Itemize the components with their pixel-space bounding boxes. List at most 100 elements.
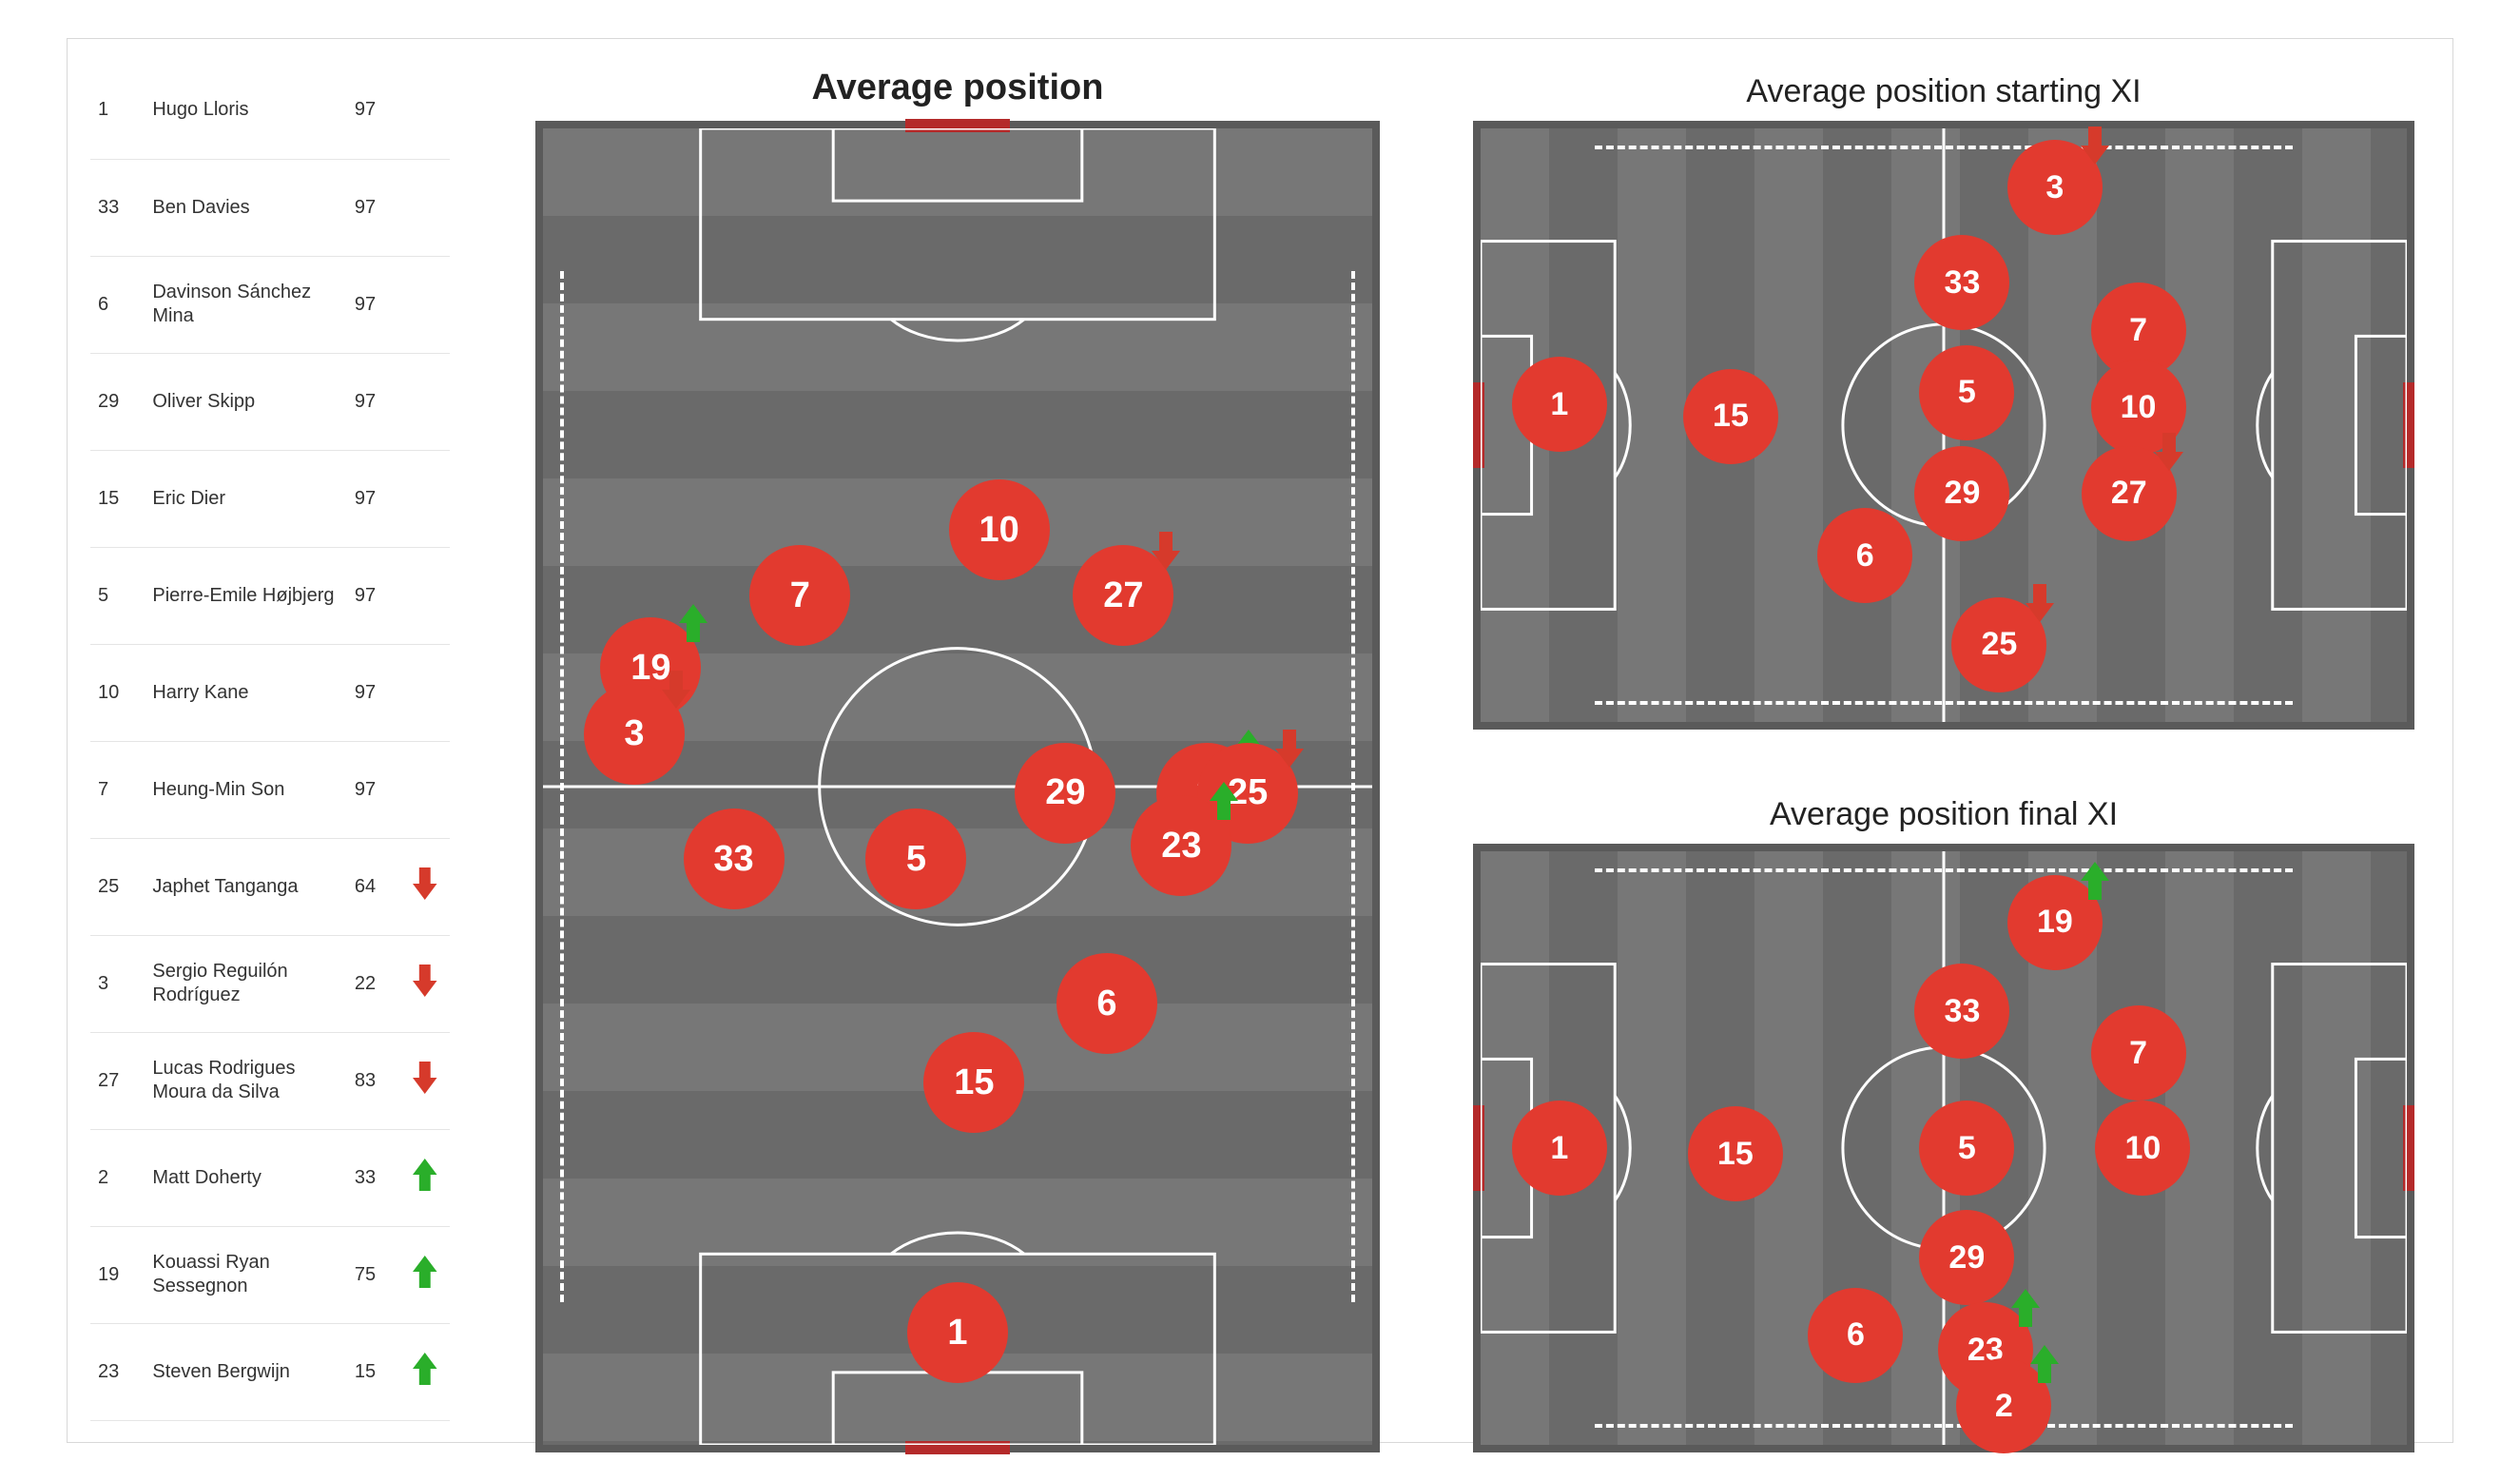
player-dot: 6 <box>1808 1288 1903 1383</box>
player-minutes: 97 <box>347 644 400 741</box>
rail-bottom <box>1595 701 2293 705</box>
player-dot: 1 <box>1512 357 1607 452</box>
player-dot: 1 <box>1512 1101 1607 1196</box>
player-dot: 15 <box>923 1032 1024 1133</box>
player-minutes: 97 <box>347 159 400 256</box>
player-dot: 10 <box>949 479 1050 580</box>
player-name: Hugo Lloris <box>145 62 347 159</box>
sub-arrow-icon <box>400 62 450 159</box>
goal-right <box>2403 1105 2414 1191</box>
sub-arrow-icon <box>679 604 708 647</box>
player-number: 19 <box>90 1226 145 1323</box>
player-name: Harry Kane <box>145 644 347 741</box>
sub-arrow-icon <box>2081 127 2109 169</box>
sub-arrow-icon <box>400 838 450 935</box>
player-name: Lucas Rodrigues Moura da Silva <box>145 1032 347 1129</box>
sub-arrow-icon <box>400 256 450 353</box>
player-minutes: 75 <box>347 1226 400 1323</box>
player-number: 23 <box>90 1323 145 1420</box>
player-number: 27 <box>90 1032 145 1129</box>
sub-arrow-icon <box>400 1323 450 1420</box>
player-number: 15 <box>90 450 145 547</box>
goal-left <box>1473 1105 1484 1191</box>
table-row: 10Harry Kane97 <box>90 644 450 741</box>
goal-right <box>2403 382 2414 468</box>
player-minutes: 97 <box>347 741 400 838</box>
table-row: 19Kouassi Ryan Sessegnon75 <box>90 1226 450 1323</box>
player-dot: 5 <box>865 809 966 909</box>
player-number: 29 <box>90 353 145 450</box>
player-number: 33 <box>90 159 145 256</box>
sub-arrow-icon <box>400 741 450 838</box>
table-row: 29Oliver Skipp97 <box>90 353 450 450</box>
title-starting: Average position starting XI <box>1473 73 2414 110</box>
player-dot: 15 <box>1688 1106 1783 1201</box>
rail-top <box>1595 868 2293 872</box>
player-table: 1Hugo Lloris9733Ben Davies976Davinson Sá… <box>90 62 450 1421</box>
pitch-main: 10727 19 3 292 25 23 3356151 <box>535 121 1380 1452</box>
player-minutes: 64 <box>347 838 400 935</box>
sub-arrow-icon <box>400 1032 450 1129</box>
player-minutes: 97 <box>347 353 400 450</box>
rail-right <box>1351 271 1355 1302</box>
player-dot: 29 <box>1914 446 2009 541</box>
title-final: Average position final XI <box>1473 796 2414 833</box>
table-row: 33Ben Davies97 <box>90 159 450 256</box>
sub-arrow-icon <box>400 159 450 256</box>
table-row: 6Davinson Sánchez Mina97 <box>90 256 450 353</box>
player-minutes: 97 <box>347 547 400 644</box>
rail-bottom <box>1595 1424 2293 1428</box>
sub-arrow-icon <box>662 671 690 713</box>
player-name: Sergio Reguilón Rodríguez <box>145 935 347 1032</box>
player-number: 25 <box>90 838 145 935</box>
table-row: 27Lucas Rodrigues Moura da Silva83 <box>90 1032 450 1129</box>
player-dot: 15 <box>1683 369 1778 464</box>
player-dot: 33 <box>1914 235 2009 330</box>
table-row: 25Japhet Tanganga64 <box>90 838 450 935</box>
goal-top <box>905 119 1010 132</box>
player-name: Pierre-Emile Højbjerg <box>145 547 347 644</box>
player-number: 2 <box>90 1129 145 1226</box>
table-row: 7Heung-Min Son97 <box>90 741 450 838</box>
player-dot: 10 <box>2095 1101 2190 1196</box>
sub-arrow-icon <box>400 1226 450 1323</box>
player-dot: 29 <box>1015 743 1115 844</box>
player-minutes: 97 <box>347 450 400 547</box>
sub-arrow-icon <box>1275 730 1304 772</box>
sub-arrow-icon <box>400 353 450 450</box>
sub-arrow-icon <box>400 450 450 547</box>
player-name: Ben Davies <box>145 159 347 256</box>
table-row: 3Sergio Reguilón Rodríguez22 <box>90 935 450 1032</box>
sub-arrow-icon <box>2081 862 2109 905</box>
sub-arrow-icon <box>400 1129 450 1226</box>
sub-arrow-icon <box>1152 532 1180 575</box>
player-dot: 1 <box>907 1282 1008 1383</box>
player-number: 10 <box>90 644 145 741</box>
player-minutes: 97 <box>347 256 400 353</box>
player-minutes: 33 <box>347 1129 400 1226</box>
goal-bottom <box>905 1441 1010 1454</box>
player-minutes: 15 <box>347 1323 400 1420</box>
player-dot: 33 <box>684 809 785 909</box>
player-number: 3 <box>90 935 145 1032</box>
table-row: 23Steven Bergwijn15 <box>90 1323 450 1420</box>
player-dot: 33 <box>1914 964 2009 1059</box>
pitch-starting: 3 3375101152927 625 <box>1473 121 2414 730</box>
player-name: Japhet Tanganga <box>145 838 347 935</box>
sub-arrow-icon <box>400 547 450 644</box>
sub-arrow-icon <box>2011 1289 2040 1332</box>
player-number: 5 <box>90 547 145 644</box>
sub-arrow-icon <box>2030 1345 2059 1388</box>
goal-left <box>1473 382 1484 468</box>
sub-arrow-icon <box>400 644 450 741</box>
player-dot: 5 <box>1919 1101 2014 1196</box>
sub-arrow-icon <box>2026 584 2054 627</box>
sub-arrow-icon <box>1210 782 1238 825</box>
player-minutes: 83 <box>347 1032 400 1129</box>
player-name: Eric Dier <box>145 450 347 547</box>
sub-arrow-icon <box>2155 433 2183 476</box>
table-row: 5Pierre-Emile Højbjerg97 <box>90 547 450 644</box>
table-row: 1Hugo Lloris97 <box>90 62 450 159</box>
rail-left <box>560 271 564 1302</box>
player-dot: 6 <box>1817 508 1912 603</box>
